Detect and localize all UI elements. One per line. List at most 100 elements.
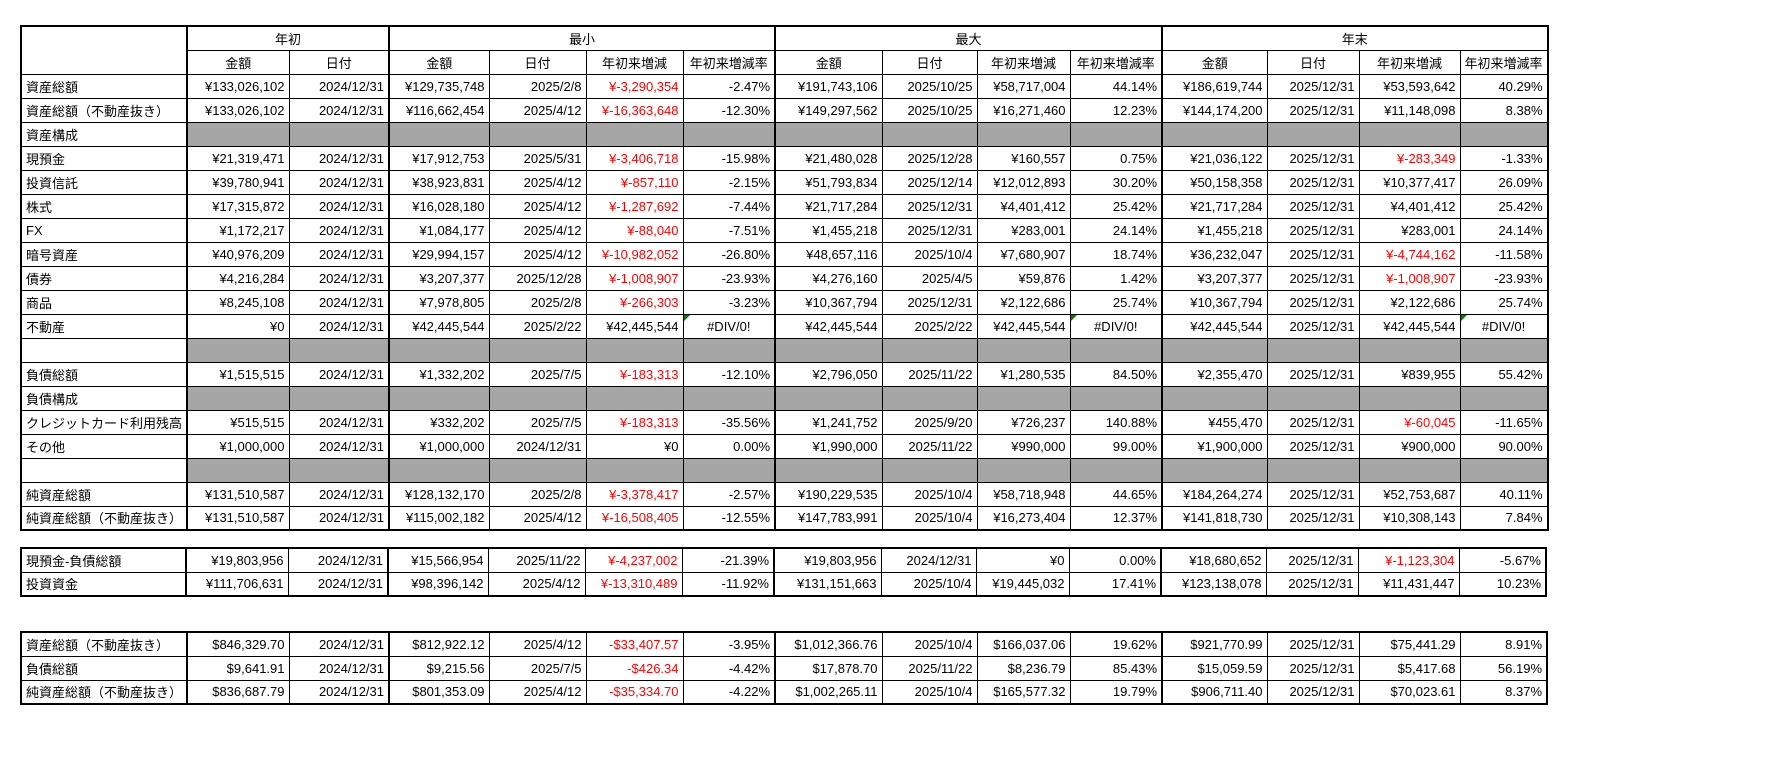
value-cell[interactable]: 2025/12/31 [1266, 217, 1360, 243]
value-cell[interactable]: -12.10% [682, 361, 776, 387]
value-cell[interactable]: 44.14% [1069, 73, 1163, 99]
section-fill-cell[interactable] [1358, 385, 1461, 411]
section-fill-cell[interactable] [288, 337, 390, 363]
value-cell[interactable]: ¥1,900,000 [1161, 433, 1268, 459]
value-cell[interactable]: ¥29,994,157 [388, 241, 490, 267]
value-cell[interactable]: 2025/7/5 [488, 655, 587, 681]
value-cell[interactable]: 2025/4/5 [881, 265, 978, 291]
value-cell[interactable]: ¥-13,310,489 [584, 571, 683, 597]
value-cell[interactable]: -5.67% [1458, 547, 1547, 573]
value-cell[interactable]: ¥21,717,284 [774, 193, 883, 219]
row-label-cell[interactable]: 資産総額 [20, 73, 188, 99]
value-cell[interactable]: ¥1,000,000 [388, 433, 490, 459]
value-cell[interactable]: ¥1,241,752 [774, 409, 883, 435]
value-cell[interactable]: ¥-283,349 [1358, 145, 1461, 171]
row-label-cell[interactable]: 純資産総額（不動産抜き） [20, 505, 188, 531]
value-cell[interactable]: ¥-1,008,907 [585, 265, 684, 291]
value-cell[interactable]: 2025/2/8 [488, 481, 587, 507]
value-cell[interactable]: 2025/12/31 [881, 289, 978, 315]
value-cell[interactable]: ¥-4,237,002 [584, 547, 683, 573]
error-cell[interactable]: #DIV/0! [682, 313, 776, 339]
value-cell[interactable]: 2024/12/31 [288, 655, 390, 681]
value-cell[interactable]: -23.93% [682, 265, 776, 291]
value-cell[interactable]: ¥1,000,000 [186, 433, 290, 459]
column-header[interactable]: 年初来増減 [585, 49, 684, 75]
value-cell[interactable]: 2025/12/31 [1265, 571, 1359, 597]
value-cell[interactable]: 2025/12/31 [1266, 241, 1360, 267]
value-cell[interactable]: 2025/12/31 [1266, 313, 1360, 339]
value-cell[interactable]: 2024/12/31 [288, 73, 390, 99]
value-cell[interactable]: ¥900,000 [1358, 433, 1461, 459]
value-cell[interactable]: ¥-3,290,354 [585, 73, 684, 99]
section-fill-cell[interactable] [288, 457, 390, 483]
value-cell[interactable]: -11.65% [1459, 409, 1549, 435]
value-cell[interactable]: ¥10,367,794 [1161, 289, 1268, 315]
value-cell[interactable]: $70,023.61 [1358, 679, 1461, 705]
value-cell[interactable]: 8.91% [1459, 631, 1548, 657]
column-header[interactable]: 金額 [186, 49, 290, 75]
value-cell[interactable]: 2025/2/8 [488, 289, 587, 315]
value-cell[interactable]: ¥1,332,202 [388, 361, 490, 387]
section-fill-cell[interactable] [388, 457, 490, 483]
value-cell[interactable]: 25.42% [1069, 193, 1163, 219]
value-cell[interactable]: 2024/12/31 [488, 433, 587, 459]
value-cell[interactable]: -15.98% [682, 145, 776, 171]
section-fill-cell[interactable] [1266, 121, 1360, 147]
row-label-cell[interactable]: 投資信託 [20, 169, 188, 195]
value-cell[interactable]: 2024/12/31 [288, 289, 390, 315]
section-fill-cell[interactable] [976, 337, 1071, 363]
value-cell[interactable]: ¥42,445,544 [388, 313, 490, 339]
value-cell[interactable]: ¥59,876 [976, 265, 1071, 291]
value-cell[interactable]: -7.51% [682, 217, 776, 243]
section-fill-cell[interactable] [682, 385, 776, 411]
value-cell[interactable]: ¥133,026,102 [186, 73, 290, 99]
value-cell[interactable]: ¥16,028,180 [388, 193, 490, 219]
value-cell[interactable]: 2025/12/31 [1265, 547, 1359, 573]
value-cell[interactable]: 2025/2/8 [488, 73, 587, 99]
value-cell[interactable]: ¥990,000 [976, 433, 1071, 459]
group-header-0[interactable]: 年初 [186, 25, 390, 51]
value-cell[interactable]: 2025/2/22 [488, 313, 587, 339]
value-cell[interactable]: 2024/12/31 [288, 193, 390, 219]
section-fill-cell[interactable] [1358, 457, 1461, 483]
section-fill-cell[interactable] [1266, 385, 1360, 411]
value-cell[interactable]: ¥40,976,209 [186, 241, 290, 267]
value-cell[interactable]: 25.42% [1459, 193, 1549, 219]
section-fill-cell[interactable] [1069, 385, 1163, 411]
value-cell[interactable]: 25.74% [1069, 289, 1163, 315]
section-fill-cell[interactable] [1459, 385, 1549, 411]
value-cell[interactable]: ¥39,780,941 [186, 169, 290, 195]
value-cell[interactable]: ¥160,557 [976, 145, 1071, 171]
value-cell[interactable]: 2025/4/12 [488, 97, 587, 123]
value-cell[interactable]: $836,687.79 [186, 679, 290, 705]
value-cell[interactable]: ¥191,743,106 [774, 73, 883, 99]
section-fill-cell[interactable] [288, 385, 390, 411]
value-cell[interactable]: ¥7,680,907 [976, 241, 1071, 267]
spacer-label-cell[interactable] [20, 457, 188, 483]
row-label-cell[interactable]: 不動産 [20, 313, 188, 339]
value-cell[interactable]: 2025/12/31 [1266, 433, 1360, 459]
value-cell[interactable]: ¥455,470 [1161, 409, 1268, 435]
section-fill-cell[interactable] [488, 385, 587, 411]
value-cell[interactable]: ¥16,271,460 [976, 97, 1071, 123]
value-cell[interactable]: ¥19,445,032 [975, 571, 1070, 597]
section-fill-cell[interactable] [186, 337, 290, 363]
value-cell[interactable]: ¥-183,313 [585, 361, 684, 387]
value-cell[interactable]: 2024/12/31 [288, 217, 390, 243]
value-cell[interactable]: ¥4,276,160 [774, 265, 883, 291]
value-cell[interactable]: 2024/12/31 [287, 547, 389, 573]
value-cell[interactable]: ¥21,319,471 [186, 145, 290, 171]
value-cell[interactable]: $9,641.91 [186, 655, 290, 681]
value-cell[interactable]: ¥21,036,122 [1161, 145, 1268, 171]
value-cell[interactable]: 2025/11/22 [881, 655, 978, 681]
value-cell[interactable]: ¥11,431,447 [1357, 571, 1460, 597]
value-cell[interactable]: -2.47% [682, 73, 776, 99]
value-cell[interactable]: -3.95% [682, 631, 776, 657]
value-cell[interactable]: 140.88% [1069, 409, 1163, 435]
value-cell[interactable]: ¥-183,313 [585, 409, 684, 435]
section-fill-cell[interactable] [1459, 121, 1549, 147]
section-fill-cell[interactable] [186, 385, 290, 411]
value-cell[interactable]: $75,441.29 [1358, 631, 1461, 657]
value-cell[interactable]: 85.43% [1069, 655, 1163, 681]
value-cell[interactable]: ¥116,662,454 [388, 97, 490, 123]
